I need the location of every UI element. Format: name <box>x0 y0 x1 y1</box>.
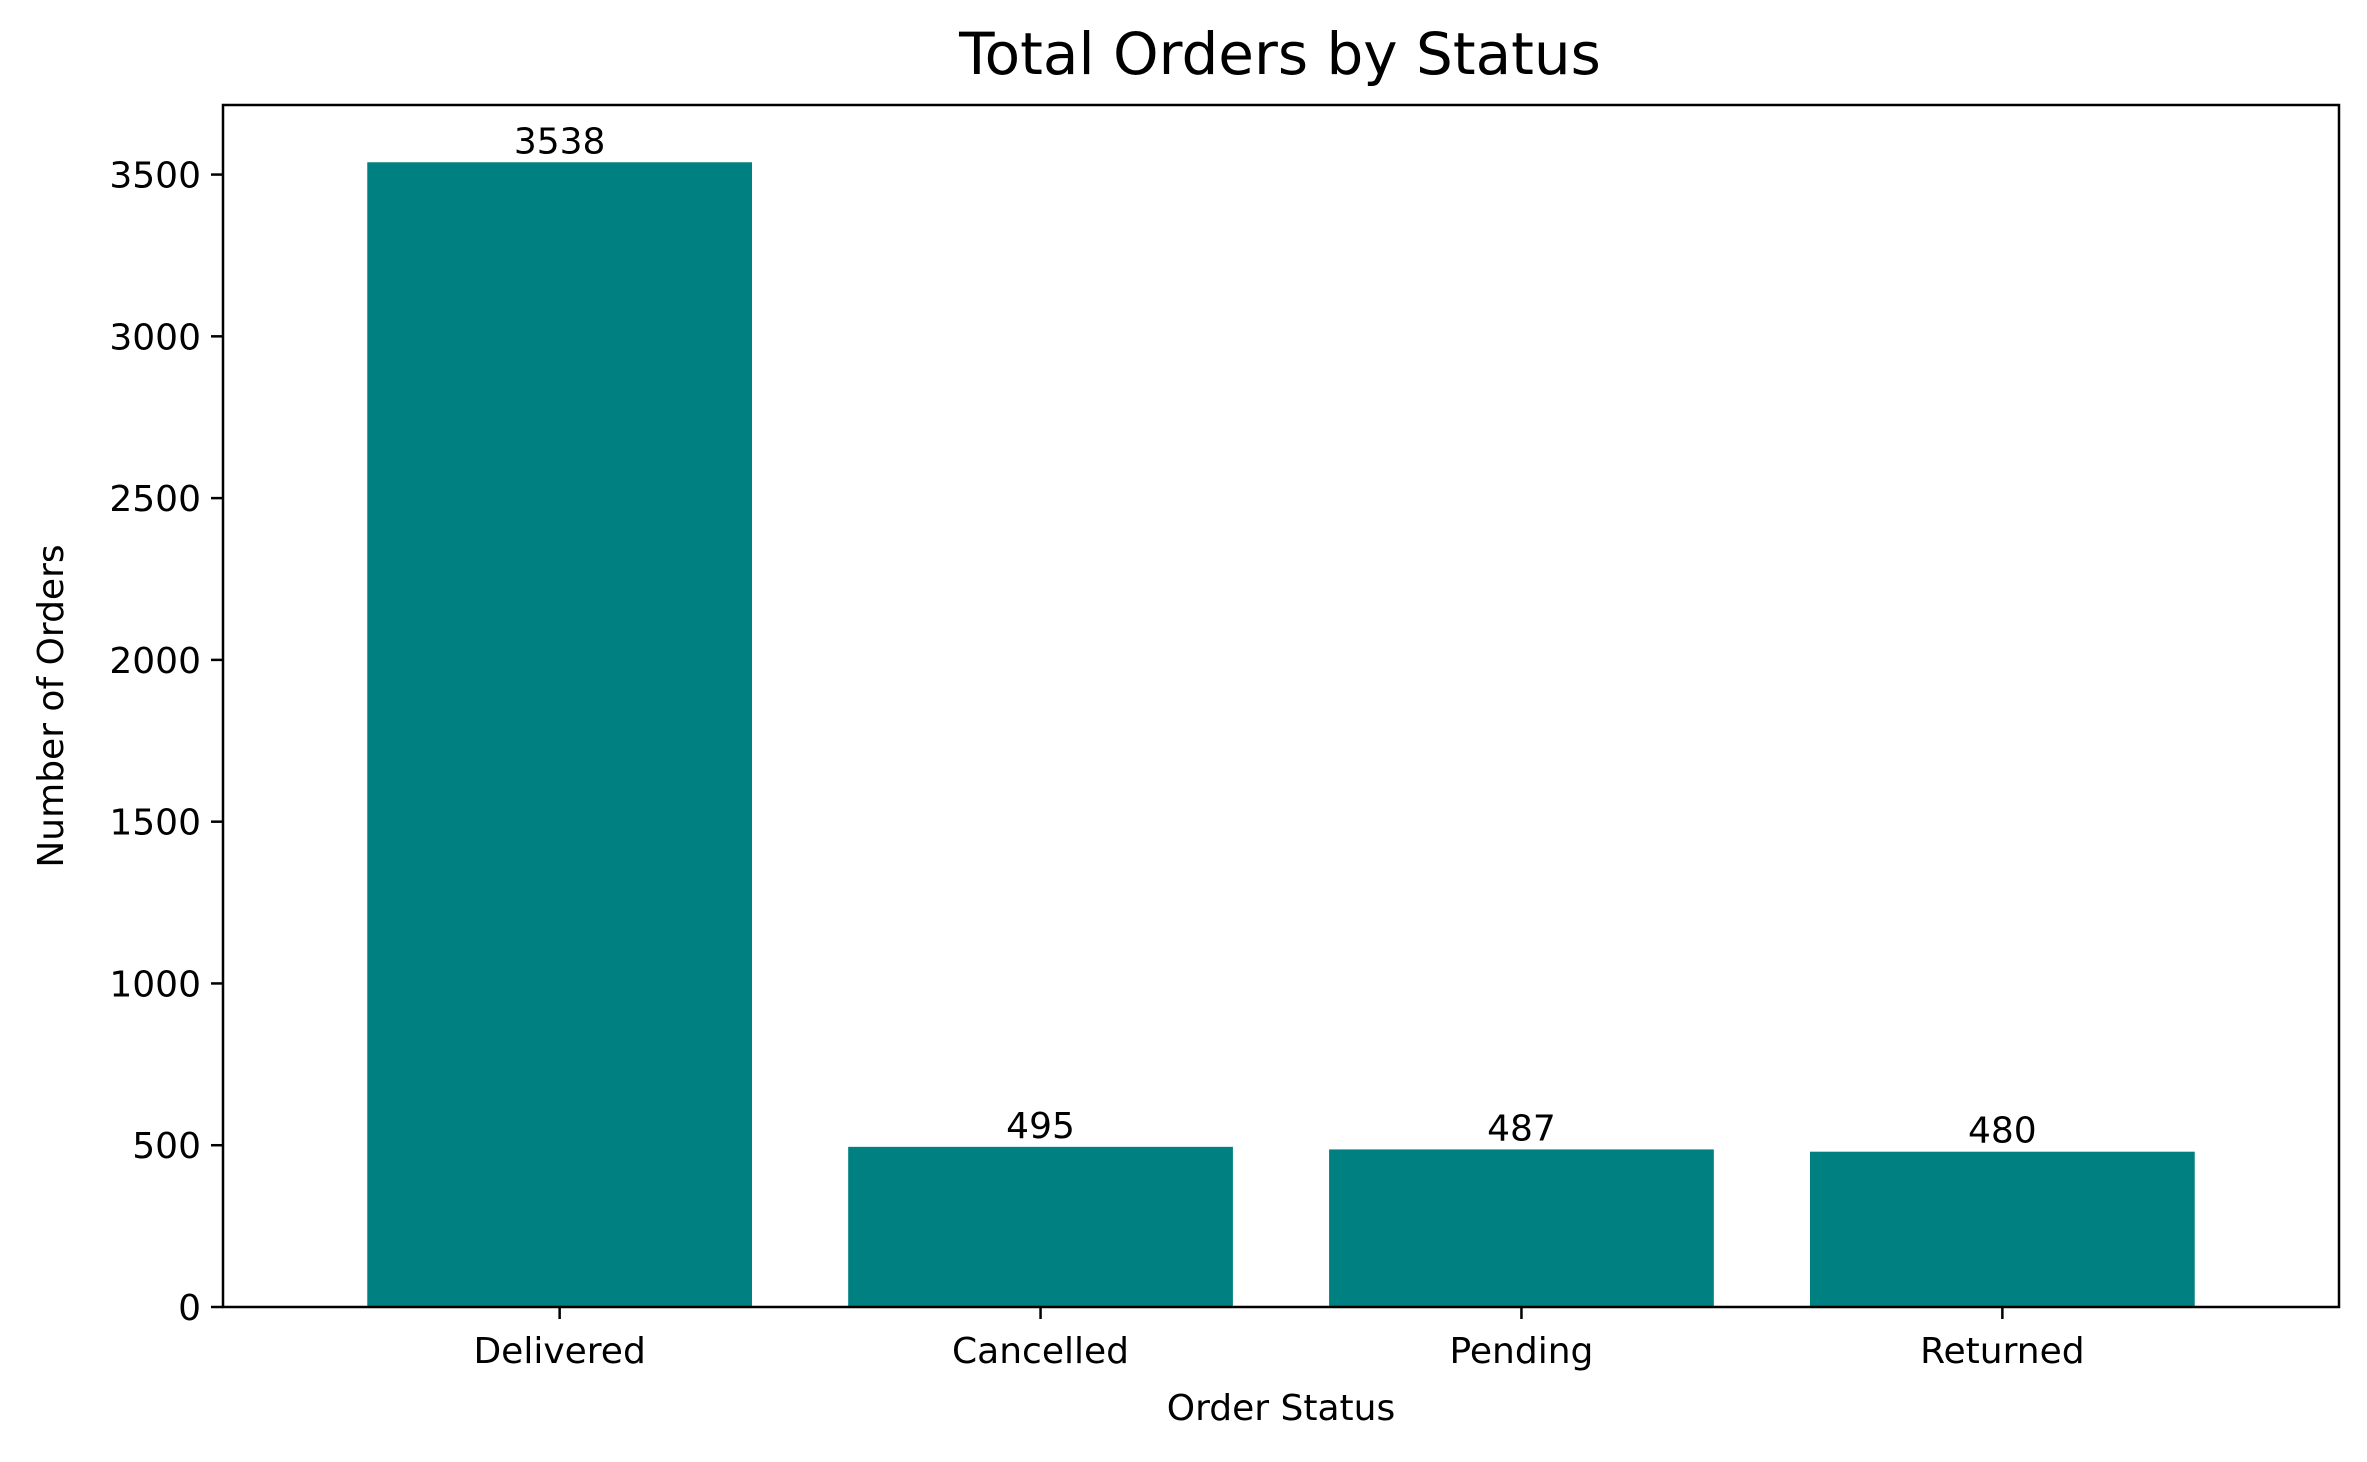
x-tick-label: Cancelled <box>952 1331 1129 1372</box>
y-tick-label: 3500 <box>109 156 201 197</box>
y-axis-label: Number of Orders <box>31 544 72 867</box>
plot-frame <box>221 103 2341 1309</box>
data-label-cancelled: 495 <box>1006 1106 1075 1147</box>
x-tick-label: Delivered <box>473 1331 645 1372</box>
x-axis-label: Order Status <box>1167 1388 1395 1429</box>
bar-delivered <box>367 162 752 1307</box>
plot-area: 3538 Delivered 495 Cancelled 487 Pending 480 Re… <box>109 121 2195 1372</box>
data-label-pending: 487 <box>1487 1108 1556 1149</box>
x-tick-label: Returned <box>1920 1331 2084 1372</box>
chart-title: Total Orders by Status <box>958 20 1601 88</box>
data-label-delivered: 3538 <box>514 121 606 162</box>
y-tick-label: 500 <box>132 1126 201 1167</box>
y-tick-label: 1000 <box>109 964 201 1005</box>
x-tick-label: Pending <box>1449 1331 1593 1372</box>
bar-returned <box>1810 1151 2195 1307</box>
bar-pending <box>1329 1149 1714 1307</box>
y-tick-label: 3000 <box>109 317 201 358</box>
y-tick-label: 0 <box>178 1288 201 1329</box>
y-tick-label: 2000 <box>109 641 201 682</box>
bar-cancelled <box>848 1146 1233 1307</box>
y-tick-label: 2500 <box>109 479 201 520</box>
data-label-returned: 480 <box>1968 1111 2037 1152</box>
y-tick-label: 1500 <box>109 803 201 844</box>
